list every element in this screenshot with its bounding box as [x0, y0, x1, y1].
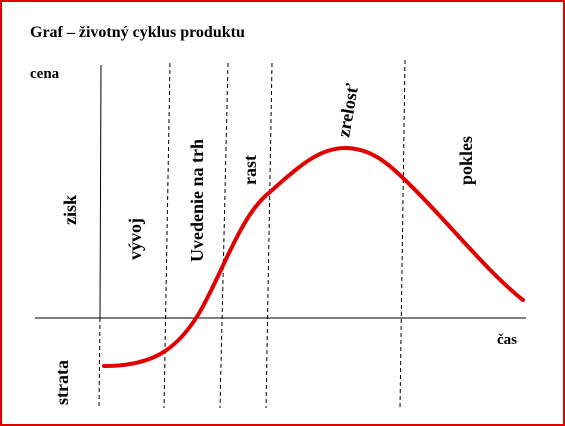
divider	[98, 317, 101, 409]
phase-label: vývoj	[125, 218, 145, 260]
side-label: strata	[52, 360, 72, 405]
x-axis-label: čas	[497, 332, 517, 348]
life-cycle-curve	[102, 145, 525, 368]
divider	[219, 62, 229, 409]
title: Graf – životný cyklus produktu	[30, 24, 245, 41]
divider	[399, 59, 406, 409]
y-axis-label: cena	[30, 66, 60, 82]
side-label: zisk	[60, 195, 80, 225]
phase-label: Uvedenie na trh	[187, 139, 207, 262]
phase-label: rast	[240, 155, 260, 185]
divider	[265, 62, 273, 409]
phase-label: pokles	[456, 136, 476, 185]
y-axis	[99, 64, 102, 319]
